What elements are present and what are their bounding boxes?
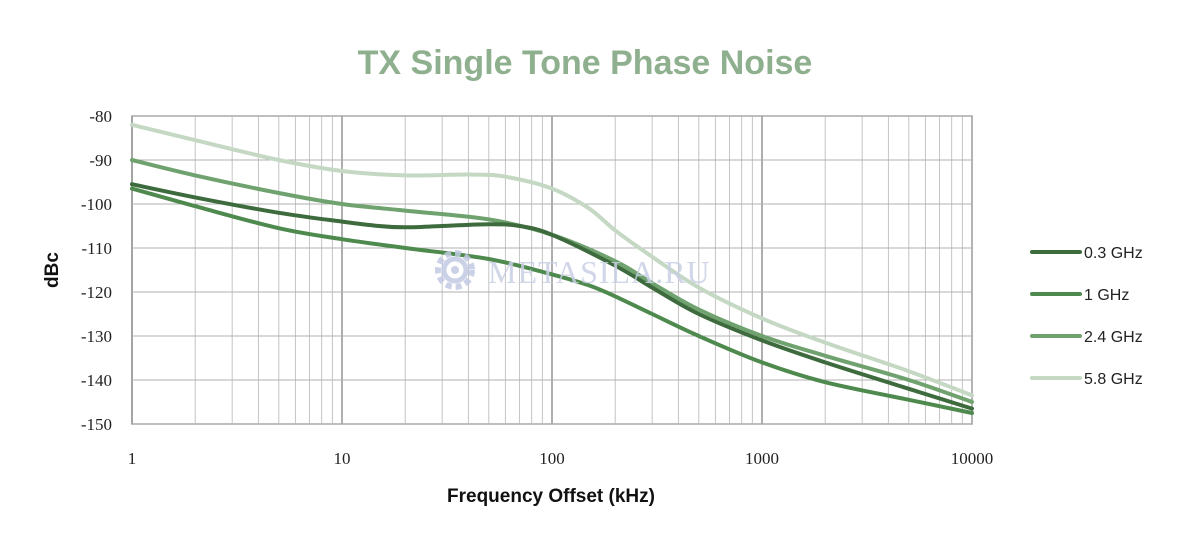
- y-axis-title: dBc: [42, 252, 63, 288]
- legend-label: 5.8 GHz: [1084, 371, 1143, 388]
- x-tick-label: 10: [334, 449, 351, 468]
- chart-title: TX Single Tone Phase Noise: [358, 44, 813, 82]
- series-line-5-8-ghz: [130, 122, 974, 398]
- x-tick-label: 1000: [745, 449, 779, 468]
- y-tick-label: -120: [81, 283, 112, 302]
- y-tick-label: -140: [81, 371, 112, 390]
- watermark-text: METASILA.RU: [488, 254, 711, 290]
- x-tick-label: 100: [539, 449, 565, 468]
- series-layer: [130, 122, 974, 415]
- series-line-0-3-ghz: [130, 182, 974, 411]
- y-tick-label: -80: [89, 107, 112, 126]
- legend-label: 1 GHz: [1084, 287, 1129, 304]
- x-axis-title: Frequency Offset (kHz): [447, 486, 655, 507]
- series-line-1-ghz: [130, 186, 974, 415]
- y-tick-label: -130: [81, 327, 112, 346]
- y-tick-label: -90: [89, 151, 112, 170]
- watermark: METASILA.RU: [435, 250, 711, 290]
- y-tick-label: -100: [81, 195, 112, 214]
- y-tick-labels: -80 -90 -100 -110 -120 -130 -140 -150: [81, 107, 112, 434]
- y-tick-label: -110: [81, 239, 112, 258]
- x-tick-label: 1: [128, 449, 137, 468]
- gear-icon: [435, 250, 475, 290]
- legend: 0.3 GHz 1 GHz 2.4 GHz 5.8 GHz: [1030, 245, 1143, 388]
- legend-label: 2.4 GHz: [1084, 329, 1143, 346]
- x-tick-labels: 1 10 100 1000 10000: [128, 449, 994, 468]
- x-tick-label: 10000: [951, 449, 994, 468]
- legend-label: 0.3 GHz: [1084, 245, 1143, 262]
- y-tick-label: -150: [81, 415, 112, 434]
